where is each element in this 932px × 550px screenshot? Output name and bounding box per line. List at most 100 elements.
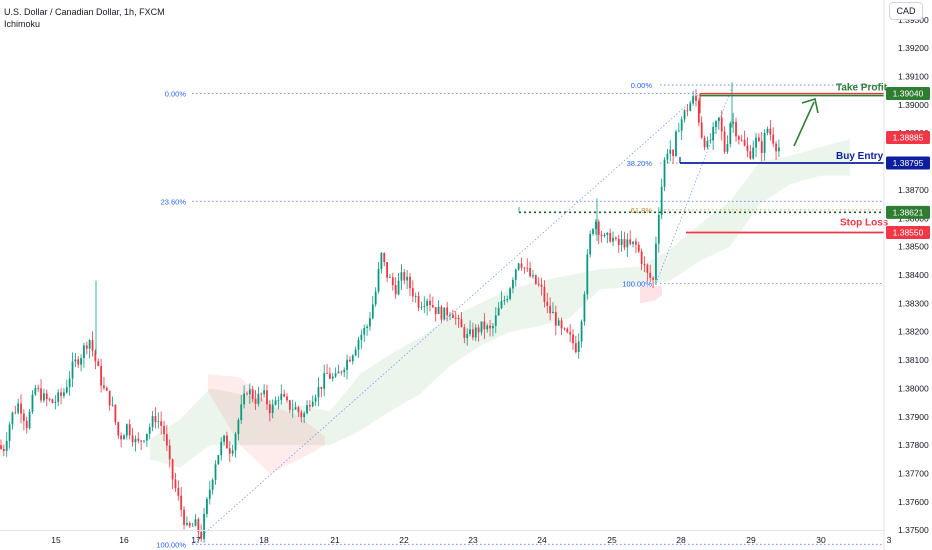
- candle-body: [480, 321, 483, 333]
- price-label-box: [886, 87, 930, 101]
- candle-body: [263, 390, 266, 395]
- candle-body: [2, 448, 5, 451]
- candle-body: [623, 239, 626, 248]
- candle-body: [157, 421, 160, 423]
- candle-body: [120, 435, 123, 440]
- candle-body: [174, 479, 177, 489]
- candle-body: [720, 117, 723, 132]
- candle-body: [320, 386, 323, 389]
- candle-body: [549, 305, 552, 314]
- candle-body: [715, 121, 717, 128]
- y-tick-label: 1.37800: [898, 440, 929, 450]
- candle-body: [763, 132, 766, 153]
- candle-body: [231, 450, 234, 454]
- fib-level-label: 0.00%: [165, 90, 187, 99]
- candle-body: [94, 350, 97, 362]
- candle-body: [83, 345, 85, 359]
- candle-body: [291, 409, 294, 411]
- fib-small-level-label: 38.20%: [627, 159, 653, 168]
- y-tick-label: 1.38700: [898, 185, 929, 195]
- candle-body: [752, 147, 755, 159]
- candle-body: [77, 359, 80, 365]
- candle-body: [635, 241, 637, 245]
- candle-body: [652, 277, 654, 280]
- candle-body: [194, 519, 197, 526]
- candle-body: [160, 421, 163, 426]
- candle-body: [266, 390, 268, 405]
- candle-body: [592, 229, 594, 234]
- candle-body: [354, 349, 357, 356]
- candle-body: [154, 416, 157, 423]
- candle-body: [540, 284, 543, 287]
- candle-body: [43, 393, 45, 401]
- candle-body: [389, 277, 391, 278]
- candle-body: [80, 358, 82, 365]
- symbol-title: U.S. Dollar / Canadian Dollar, 1h, FXCM: [4, 7, 165, 17]
- candle-body: [63, 392, 65, 396]
- price-label-text: 1.38885: [893, 133, 924, 143]
- candle-body: [755, 137, 757, 148]
- candle-body: [537, 283, 540, 285]
- candle-body: [349, 359, 351, 362]
- candle-body: [234, 434, 237, 451]
- candle-body: [554, 311, 557, 326]
- candle-body: [260, 393, 263, 395]
- candle-body: [449, 314, 451, 316]
- candle-body: [217, 455, 220, 465]
- candle-body: [486, 325, 489, 330]
- candle-body: [369, 318, 371, 327]
- candle-body: [474, 327, 477, 338]
- y-tick-label: 1.38100: [898, 355, 929, 365]
- candle-body: [737, 136, 740, 140]
- candles: [0, 82, 780, 543]
- candle-body: [477, 327, 480, 333]
- fib-small-level-label: 61.8%: [631, 206, 653, 215]
- candle-body: [692, 95, 695, 104]
- candle-body: [145, 433, 148, 441]
- candle-body: [563, 328, 566, 330]
- candle-body: [208, 489, 211, 499]
- up-arrow-icon: [801, 97, 819, 114]
- candle-body: [440, 306, 443, 320]
- candle-body: [85, 345, 88, 349]
- candle-body: [546, 301, 549, 306]
- x-tick-label: 30: [816, 535, 826, 545]
- take-profit-label: Take Profit: [836, 83, 888, 94]
- candle-body: [148, 427, 151, 434]
- price-label-box: [886, 205, 930, 219]
- candle-body: [134, 438, 137, 443]
- candle-body: [472, 329, 474, 338]
- candle-body: [526, 267, 529, 269]
- y-tick-label: 1.39100: [898, 72, 929, 82]
- candle-body: [168, 445, 171, 460]
- candle-body: [111, 404, 114, 406]
- candle-body: [414, 296, 417, 297]
- cloud-green: [150, 138, 850, 468]
- currency-button[interactable]: CAD: [889, 2, 923, 20]
- candle-body: [117, 422, 120, 436]
- candle-body: [257, 393, 260, 404]
- candle-body: [492, 325, 494, 329]
- candle-body: [203, 514, 205, 539]
- candle-body: [451, 314, 454, 318]
- candle-body: [220, 441, 223, 456]
- candle-body: [494, 315, 497, 326]
- candle-body: [586, 254, 589, 295]
- candle-body: [603, 234, 606, 237]
- candle-body: [700, 122, 703, 138]
- candle-body: [51, 399, 54, 403]
- candle-body: [268, 404, 271, 414]
- candle-body: [583, 294, 586, 322]
- candle-body: [374, 291, 377, 305]
- candle-body: [686, 110, 689, 112]
- candle-body: [620, 239, 623, 245]
- candle-body: [503, 300, 506, 302]
- candle-body: [40, 388, 42, 401]
- y-tick-label: 1.37700: [898, 468, 929, 478]
- candle-body: [497, 308, 500, 316]
- candle-body: [572, 334, 574, 344]
- candle-body: [306, 405, 308, 414]
- candle-body: [334, 373, 337, 377]
- candle-body: [326, 373, 328, 374]
- candle-body: [712, 127, 715, 141]
